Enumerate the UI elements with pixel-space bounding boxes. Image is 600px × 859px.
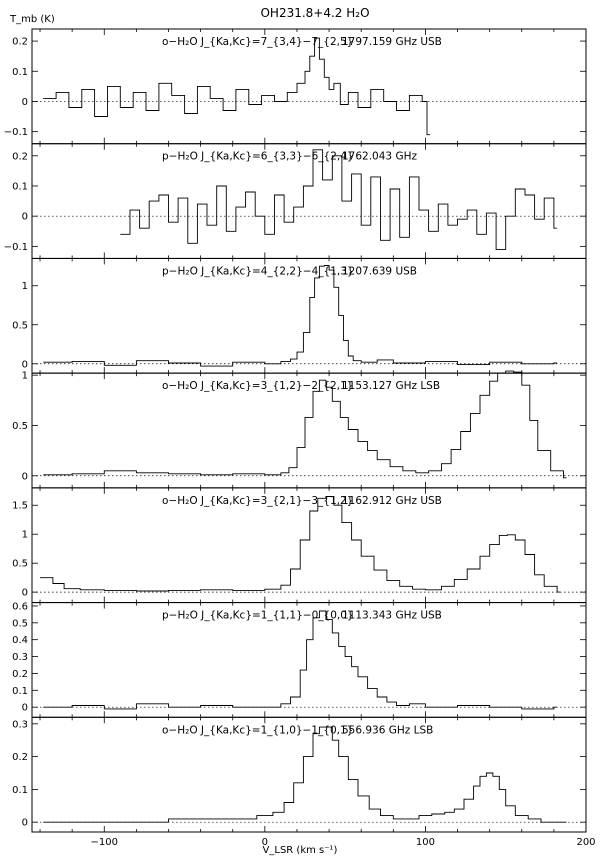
spectrum-panel-4: 0 0.5 1 o−H₂O J_{Ka,Kc}=3_{1,2}−2_{2,1}1153…	[12, 370, 587, 489]
x-axis-label: V_LSR (km s⁻¹)	[263, 845, 338, 856]
y-tick-label: 1.5	[12, 501, 28, 512]
y-tick-label: 0.1	[12, 181, 28, 192]
spectrum-line	[43, 37, 430, 136]
panels-group: −0.1 0 0.1 0.2 o−H₂O J_{Ka,Kc}=7_{3,4}−7_{2,…	[4, 28, 596, 848]
x-tick-label: 200	[576, 837, 595, 848]
y-tick-label: −0.1	[4, 127, 28, 138]
spectrum-panel-5: 0 0.5 1 1.5 o−H₂O J_{Ka,Kc}=3_{2,1}−3_{1,2}1…	[12, 487, 587, 604]
y-tick-label: −0.1	[4, 242, 28, 253]
y-tick-label: 0	[22, 359, 28, 370]
frequency-label: 1797.159 GHz USB	[342, 36, 442, 48]
y-tick-label: 0	[22, 97, 28, 108]
transition-label: p−H₂O J_{Ka,Kc}=6_{3,3}−6_{2,4}	[162, 151, 354, 163]
spectrum-panel-2: −0.1 0 0.1 0.2 p−H₂O J_{Ka,Kc}=6_{3,3}−6_{2,…	[4, 143, 587, 259]
y-tick-label: 0.1	[12, 686, 28, 697]
y-tick-label: 0.5	[12, 618, 28, 629]
figure-title: OH231.8+4.2 H₂O	[260, 6, 369, 20]
y-tick-label: 0.2	[12, 151, 28, 162]
y-tick-label: 1	[22, 371, 28, 382]
y-tick-label: 0.5	[12, 559, 28, 570]
spectrum-panel-7: 0 0.1 0.2 0.3 o−H₂O J_{Ka,Kc}=1_{1,0}−1_{0,1…	[12, 716, 587, 833]
spectrum-line	[43, 370, 567, 479]
spectrum-line	[120, 149, 557, 250]
y-tick-label: 0.2	[12, 37, 28, 48]
spectrum-line	[43, 726, 567, 823]
frequency-label: 1207.639 USB	[342, 265, 417, 277]
y-tick-label: 0.1	[12, 785, 28, 796]
transition-label: o−H₂O J_{Ka,Kc}=1_{1,0}−1_{0,1}	[162, 724, 353, 736]
spectrum-line	[40, 496, 561, 593]
y-tick-label: 0.3	[12, 652, 28, 663]
spectrum-line	[43, 265, 557, 367]
y-tick-label: 1	[22, 281, 28, 292]
y-tick-label: 0.5	[12, 421, 28, 432]
transition-label: o−H₂O J_{Ka,Kc}=3_{1,2}−2_{2,1}	[162, 380, 353, 392]
x-tick-label: 0	[262, 837, 268, 848]
y-tick-label: 0.2	[12, 752, 28, 763]
y-tick-label: 0	[22, 588, 28, 599]
y-tick-label: 1	[22, 530, 28, 541]
spectrum-line	[43, 610, 557, 710]
frequency-label: 1762.043 GHz	[342, 151, 417, 163]
spectrum-panel-6: 0 0.1 0.2 0.3 0.4 0.5 0.6 p−H₂O J_{Ka,Kc}=1_{1,…	[12, 601, 587, 718]
y-tick-label: 0.1	[12, 67, 28, 78]
x-tick-label: −100	[91, 837, 118, 848]
spectrum-panel-1: −0.1 0 0.1 0.2 o−H₂O J_{Ka,Kc}=7_{3,4}−7_{2,…	[4, 28, 587, 145]
x-tick-label: 100	[416, 837, 435, 848]
y-axis-label: T_mb (K)	[9, 14, 55, 25]
frequency-label: 1153.127 GHz LSB	[342, 380, 440, 392]
y-tick-label: 0.5	[12, 320, 28, 331]
y-tick-label: 0	[22, 471, 28, 482]
transition-label: p−H₂O J_{Ka,Kc}=1_{1,1}−0_{0,0}	[162, 610, 354, 622]
y-tick-label: 0.3	[12, 719, 28, 730]
panel-frame	[31, 716, 587, 833]
y-tick-label: 0.2	[12, 669, 28, 680]
y-tick-label: 0	[22, 212, 28, 223]
y-tick-label: 0.6	[12, 601, 28, 612]
transition-label: o−H₂O J_{Ka,Kc}=3_{2,1}−3_{1,2}	[162, 495, 353, 507]
frequency-label: 556.936 GHz LSB	[342, 724, 433, 736]
y-tick-label: 0.4	[12, 635, 28, 646]
spectrum-panel-3: 0 0.5 1 p−H₂O J_{Ka,Kc}=4_{2,2}−4_{1,3}1207…	[12, 257, 587, 374]
frequency-label: 1113.343 GHz USB	[342, 610, 442, 622]
frequency-label: 1162.912 GHz USB	[342, 495, 442, 507]
y-tick-label: 0	[22, 703, 28, 714]
y-tick-label: 0	[22, 818, 28, 829]
transition-label: o−H₂O J_{Ka,Kc}=7_{3,4}−7_{2,5}	[162, 36, 353, 48]
transition-label: p−H₂O J_{Ka,Kc}=4_{2,2}−4_{1,3}	[162, 265, 354, 277]
